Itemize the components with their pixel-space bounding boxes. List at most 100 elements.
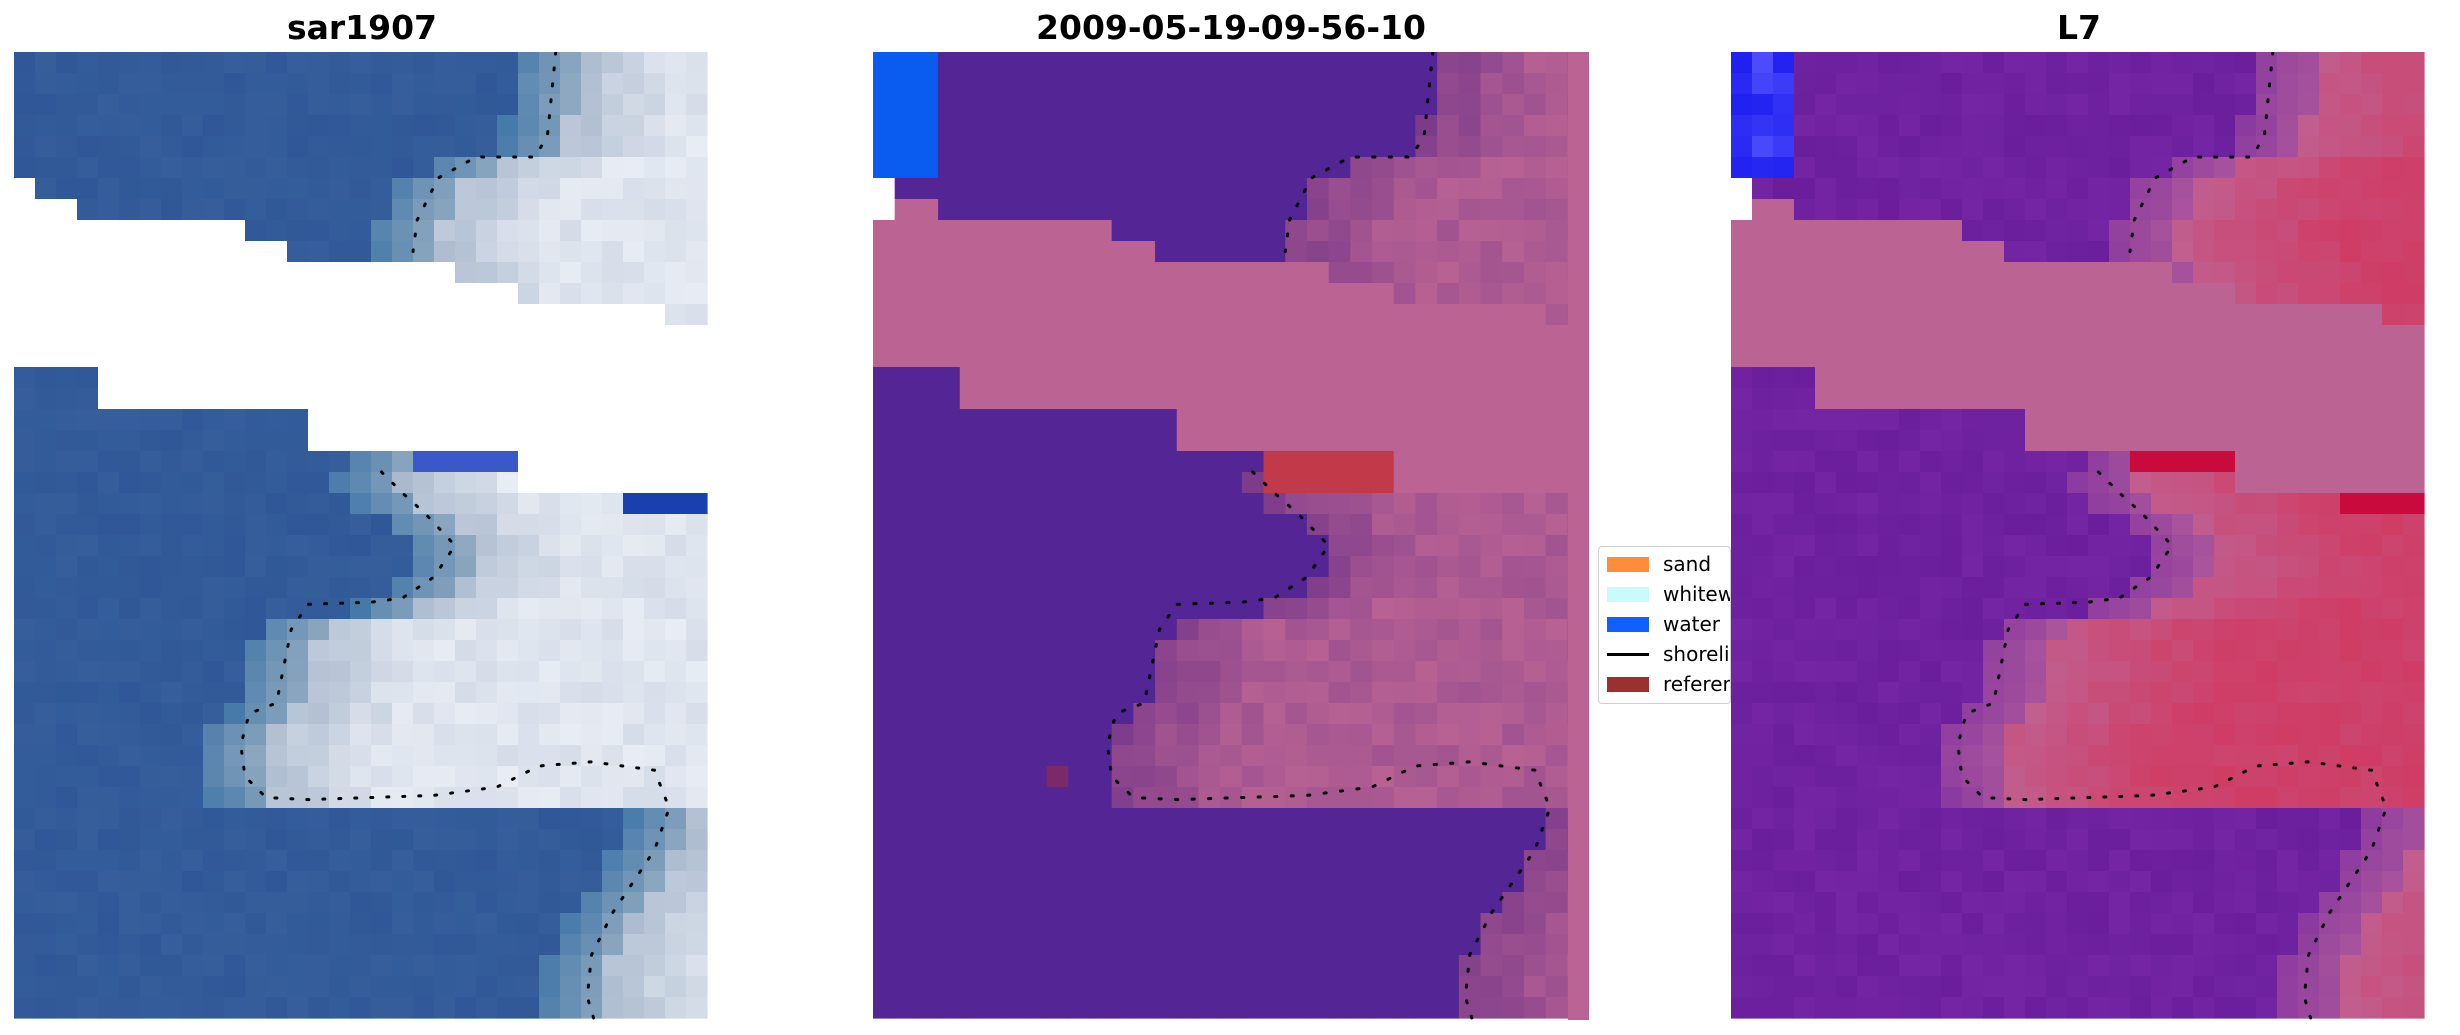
raster-cell	[497, 346, 519, 368]
raster-cell	[1983, 199, 2005, 221]
raster-cell	[2046, 703, 2068, 725]
raster-cell	[56, 766, 78, 788]
raster-cell	[2109, 157, 2131, 179]
raster-cell	[1220, 346, 1243, 368]
raster-cell	[2109, 913, 2131, 935]
raster-cell	[1176, 619, 1200, 641]
raster-cell	[1328, 661, 1351, 683]
raster-cell	[350, 913, 372, 935]
raster-cell	[2235, 136, 2257, 158]
raster-cell	[894, 451, 917, 473]
raster-cell	[2130, 94, 2152, 116]
raster-cell	[2277, 745, 2299, 767]
raster-cell	[1263, 493, 1286, 515]
raster-cell	[916, 997, 939, 1019]
raster-cell	[2235, 850, 2257, 872]
raster-cell	[308, 640, 330, 662]
raster-cell	[1962, 829, 1984, 851]
raster-cell	[1836, 556, 1858, 578]
raster-cell	[2025, 619, 2047, 641]
raster-cell	[1003, 493, 1026, 515]
raster-cell	[2172, 73, 2194, 95]
raster-cell	[35, 745, 57, 767]
raster-cell	[1480, 661, 1503, 683]
raster-cell	[1155, 661, 1178, 683]
raster-cell	[350, 199, 372, 221]
raster-cell	[665, 157, 687, 179]
raster-cell	[1458, 766, 1482, 788]
raster-cell	[2214, 577, 2236, 599]
raster-cell	[245, 871, 267, 893]
raster-cell	[1731, 955, 1753, 977]
raster-cell	[287, 52, 309, 74]
raster-cell	[518, 829, 540, 851]
raster-cell	[623, 808, 645, 830]
raster-cell	[497, 892, 519, 914]
raster-cell	[981, 241, 1004, 263]
raster-cell	[1458, 556, 1482, 578]
raster-cell	[1133, 451, 1156, 473]
raster-cell	[1328, 388, 1351, 410]
raster-cell	[2235, 514, 2257, 536]
raster-cell	[1263, 997, 1286, 1019]
raster-cell	[2298, 829, 2320, 851]
raster-cell	[497, 262, 519, 284]
raster-cell	[686, 724, 708, 746]
raster-cell	[392, 682, 414, 704]
raster-cell	[56, 619, 78, 641]
raster-cell	[56, 94, 78, 116]
raster-cell	[140, 514, 162, 536]
raster-cell	[1328, 724, 1351, 746]
raster-cell	[287, 325, 309, 347]
raster-cell	[916, 913, 939, 935]
raster-cell	[2277, 829, 2299, 851]
raster-cell	[644, 199, 666, 221]
raster-cell	[14, 157, 36, 179]
raster-cell	[14, 94, 36, 116]
raster-cell	[1899, 136, 1921, 158]
raster-cell	[686, 976, 708, 998]
raster-cell	[581, 493, 603, 515]
raster-cell	[1773, 871, 1795, 893]
raster-cell	[392, 808, 414, 830]
raster-cell	[1502, 367, 1525, 389]
raster-cell	[1241, 430, 1265, 452]
raster-cell	[1003, 766, 1026, 788]
raster-cell	[560, 556, 582, 578]
raster-cell	[1983, 346, 2005, 368]
raster-cell	[1003, 703, 1026, 725]
raster-cell	[2046, 934, 2068, 956]
raster-cell	[1752, 94, 1774, 116]
raster-cell	[2277, 115, 2299, 137]
raster-cell	[1920, 514, 1942, 536]
raster-cell	[1523, 52, 1547, 74]
raster-cell	[1328, 367, 1351, 389]
raster-cell	[1794, 220, 1816, 242]
raster-cell	[161, 661, 183, 683]
raster-cell	[1458, 73, 1482, 95]
raster-cell	[2193, 724, 2215, 746]
raster-cell	[182, 640, 204, 662]
raster-cell	[2130, 535, 2152, 557]
raster-cell	[14, 955, 36, 977]
raster-cell	[308, 514, 330, 536]
raster-cell	[1263, 514, 1286, 536]
raster-cell	[2277, 472, 2299, 494]
raster-cell	[2109, 976, 2131, 998]
raster-cell	[2130, 409, 2152, 431]
raster-cell	[644, 493, 666, 515]
raster-cell	[665, 241, 687, 263]
raster-cell	[245, 220, 267, 242]
raster-cell	[1089, 409, 1113, 431]
raster-cell	[2256, 115, 2278, 137]
raster-cell	[1372, 829, 1395, 851]
raster-cell	[224, 241, 246, 263]
raster-cell	[916, 262, 939, 284]
raster-cell	[1111, 514, 1134, 536]
raster-cell	[1046, 388, 1069, 410]
raster-cell	[2382, 241, 2404, 263]
raster-cell	[602, 577, 624, 599]
raster-cell	[413, 703, 435, 725]
raster-cell	[287, 724, 309, 746]
raster-cell	[1878, 829, 1900, 851]
